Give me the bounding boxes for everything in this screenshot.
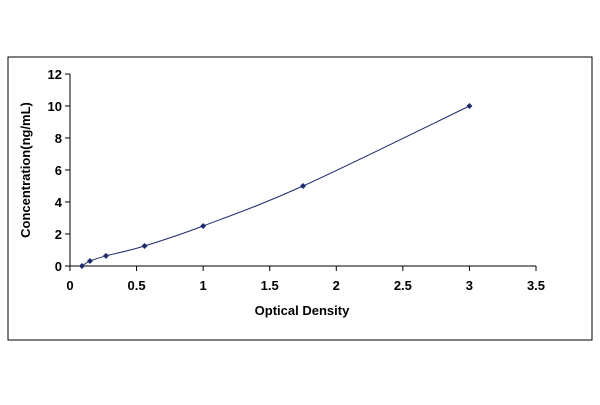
y-tick-label: 6 — [55, 163, 62, 178]
chart-outer-border — [7, 56, 593, 341]
y-tick-label: 8 — [55, 131, 62, 146]
data-point — [78, 263, 85, 269]
data-point — [200, 223, 207, 229]
data-point — [102, 252, 109, 259]
x-tick-label: 2.5 — [394, 278, 412, 293]
x-tick-label: 0.5 — [128, 278, 146, 293]
points-layer — [78, 103, 473, 269]
y-tick-label: 4 — [55, 195, 63, 210]
y-tick-label: 0 — [55, 259, 62, 274]
data-point — [466, 103, 473, 109]
x-axis-label: Optical Density — [255, 303, 350, 318]
y-axis-label: Concentration(ng/mL) — [18, 102, 33, 238]
y-tick-label: 12 — [48, 67, 62, 82]
x-tick-label: 3 — [466, 278, 473, 293]
axes-layer: 0 2 4 6 8 10 12 0 0.5 1 1.5 2 2.5 3 3.5 — [48, 67, 546, 293]
x-tick-label: 1.5 — [261, 278, 279, 293]
y-tick-label: 2 — [55, 227, 62, 242]
x-tick-label: 1 — [200, 278, 207, 293]
data-point — [300, 183, 306, 189]
x-tick-label: 2 — [333, 278, 340, 293]
data-point — [141, 243, 148, 249]
data-point — [86, 258, 93, 265]
x-tick-label: 3.5 — [527, 278, 545, 293]
y-tick-label: 10 — [48, 99, 62, 114]
x-tick-label: 0 — [66, 278, 73, 293]
